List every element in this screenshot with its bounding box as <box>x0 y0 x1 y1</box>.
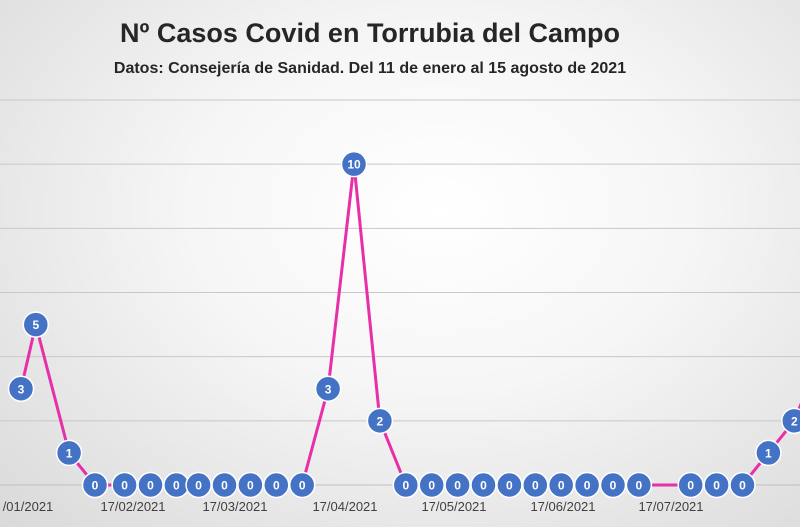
data-label: 0 <box>92 479 99 493</box>
data-label: 1 <box>66 446 73 460</box>
data-point-marker <box>237 471 264 499</box>
data-label: 0 <box>687 479 694 493</box>
data-point-marker <box>185 471 212 499</box>
data-label: 2 <box>377 414 384 428</box>
data-point-marker <box>392 471 420 499</box>
data-label: 0 <box>636 479 643 493</box>
x-tick-label: 17/07/2021 <box>638 499 703 514</box>
data-point-marker <box>22 311 50 338</box>
data-label: 10 <box>347 158 361 172</box>
data-label: 0 <box>558 479 565 493</box>
data-point-marker <box>263 471 290 499</box>
data-point-marker <box>729 471 756 499</box>
data-label: 0 <box>299 479 306 493</box>
data-points: 35100000000031020000000000000124 <box>7 150 800 499</box>
data-point-marker <box>81 471 109 499</box>
data-point-marker <box>703 471 730 499</box>
chart-subtitle: Datos: Consejería de Sanidad. Del 11 de … <box>113 60 627 77</box>
x-axis-tick-labels: /01/2021 17/02/2021 17/03/2021 17/04/2021 17… <box>3 499 704 514</box>
x-tick-label: /01/2021 <box>3 499 54 514</box>
data-label: 0 <box>173 479 180 493</box>
data-label: 0 <box>610 479 617 493</box>
data-point-marker <box>418 471 445 499</box>
data-point-marker <box>111 471 138 499</box>
data-label: 5 <box>32 318 39 332</box>
x-tick-label: 17/04/2021 <box>312 499 377 514</box>
data-point-marker <box>496 471 523 499</box>
data-label: 0 <box>739 479 746 493</box>
data-point-marker <box>55 439 83 467</box>
data-label: 2 <box>791 414 798 428</box>
x-tick-label: 17/03/2021 <box>202 499 267 514</box>
data-point-marker <box>314 375 342 402</box>
data-point-marker <box>470 471 497 499</box>
data-label: 0 <box>532 479 539 493</box>
data-label: 0 <box>713 479 720 493</box>
data-point-marker <box>599 471 627 499</box>
data-point-marker <box>444 471 471 499</box>
series-line <box>19 162 800 487</box>
data-label: 1 <box>765 446 772 460</box>
data-label: 0 <box>506 479 513 493</box>
x-tick-label: 17/05/2021 <box>421 499 486 514</box>
data-label: 3 <box>18 382 25 396</box>
data-point-marker <box>573 471 601 499</box>
data-label: 0 <box>402 479 409 493</box>
x-tick-label: 17/06/2021 <box>530 499 595 514</box>
data-label: 0 <box>221 479 228 493</box>
data-point-marker <box>677 471 704 499</box>
data-point-marker <box>7 375 35 402</box>
data-label: 0 <box>273 479 280 493</box>
data-label: 0 <box>121 479 128 493</box>
data-label: 0 <box>195 479 202 493</box>
data-point-marker <box>366 407 394 435</box>
data-point-marker <box>547 471 575 499</box>
x-tick-label: 17/02/2021 <box>100 499 165 514</box>
data-point-marker <box>211 471 238 499</box>
data-label: 0 <box>454 479 461 493</box>
gridlines <box>0 99 800 486</box>
data-label: 0 <box>584 479 591 493</box>
data-point-marker <box>781 407 800 435</box>
data-label: 0 <box>247 479 254 493</box>
chart-title: Nº Casos Covid en Torrubia del Campo <box>120 18 620 48</box>
data-point-marker <box>625 471 653 499</box>
data-point-marker <box>522 471 549 499</box>
data-label: 3 <box>325 382 332 396</box>
data-point-marker <box>288 471 316 499</box>
data-label: 0 <box>147 479 154 493</box>
data-label: 0 <box>480 479 487 493</box>
data-point-marker <box>137 471 164 499</box>
data-label: 0 <box>428 479 435 493</box>
series-polyline <box>19 162 800 487</box>
data-point-marker <box>340 150 368 178</box>
data-point-marker <box>755 439 782 467</box>
